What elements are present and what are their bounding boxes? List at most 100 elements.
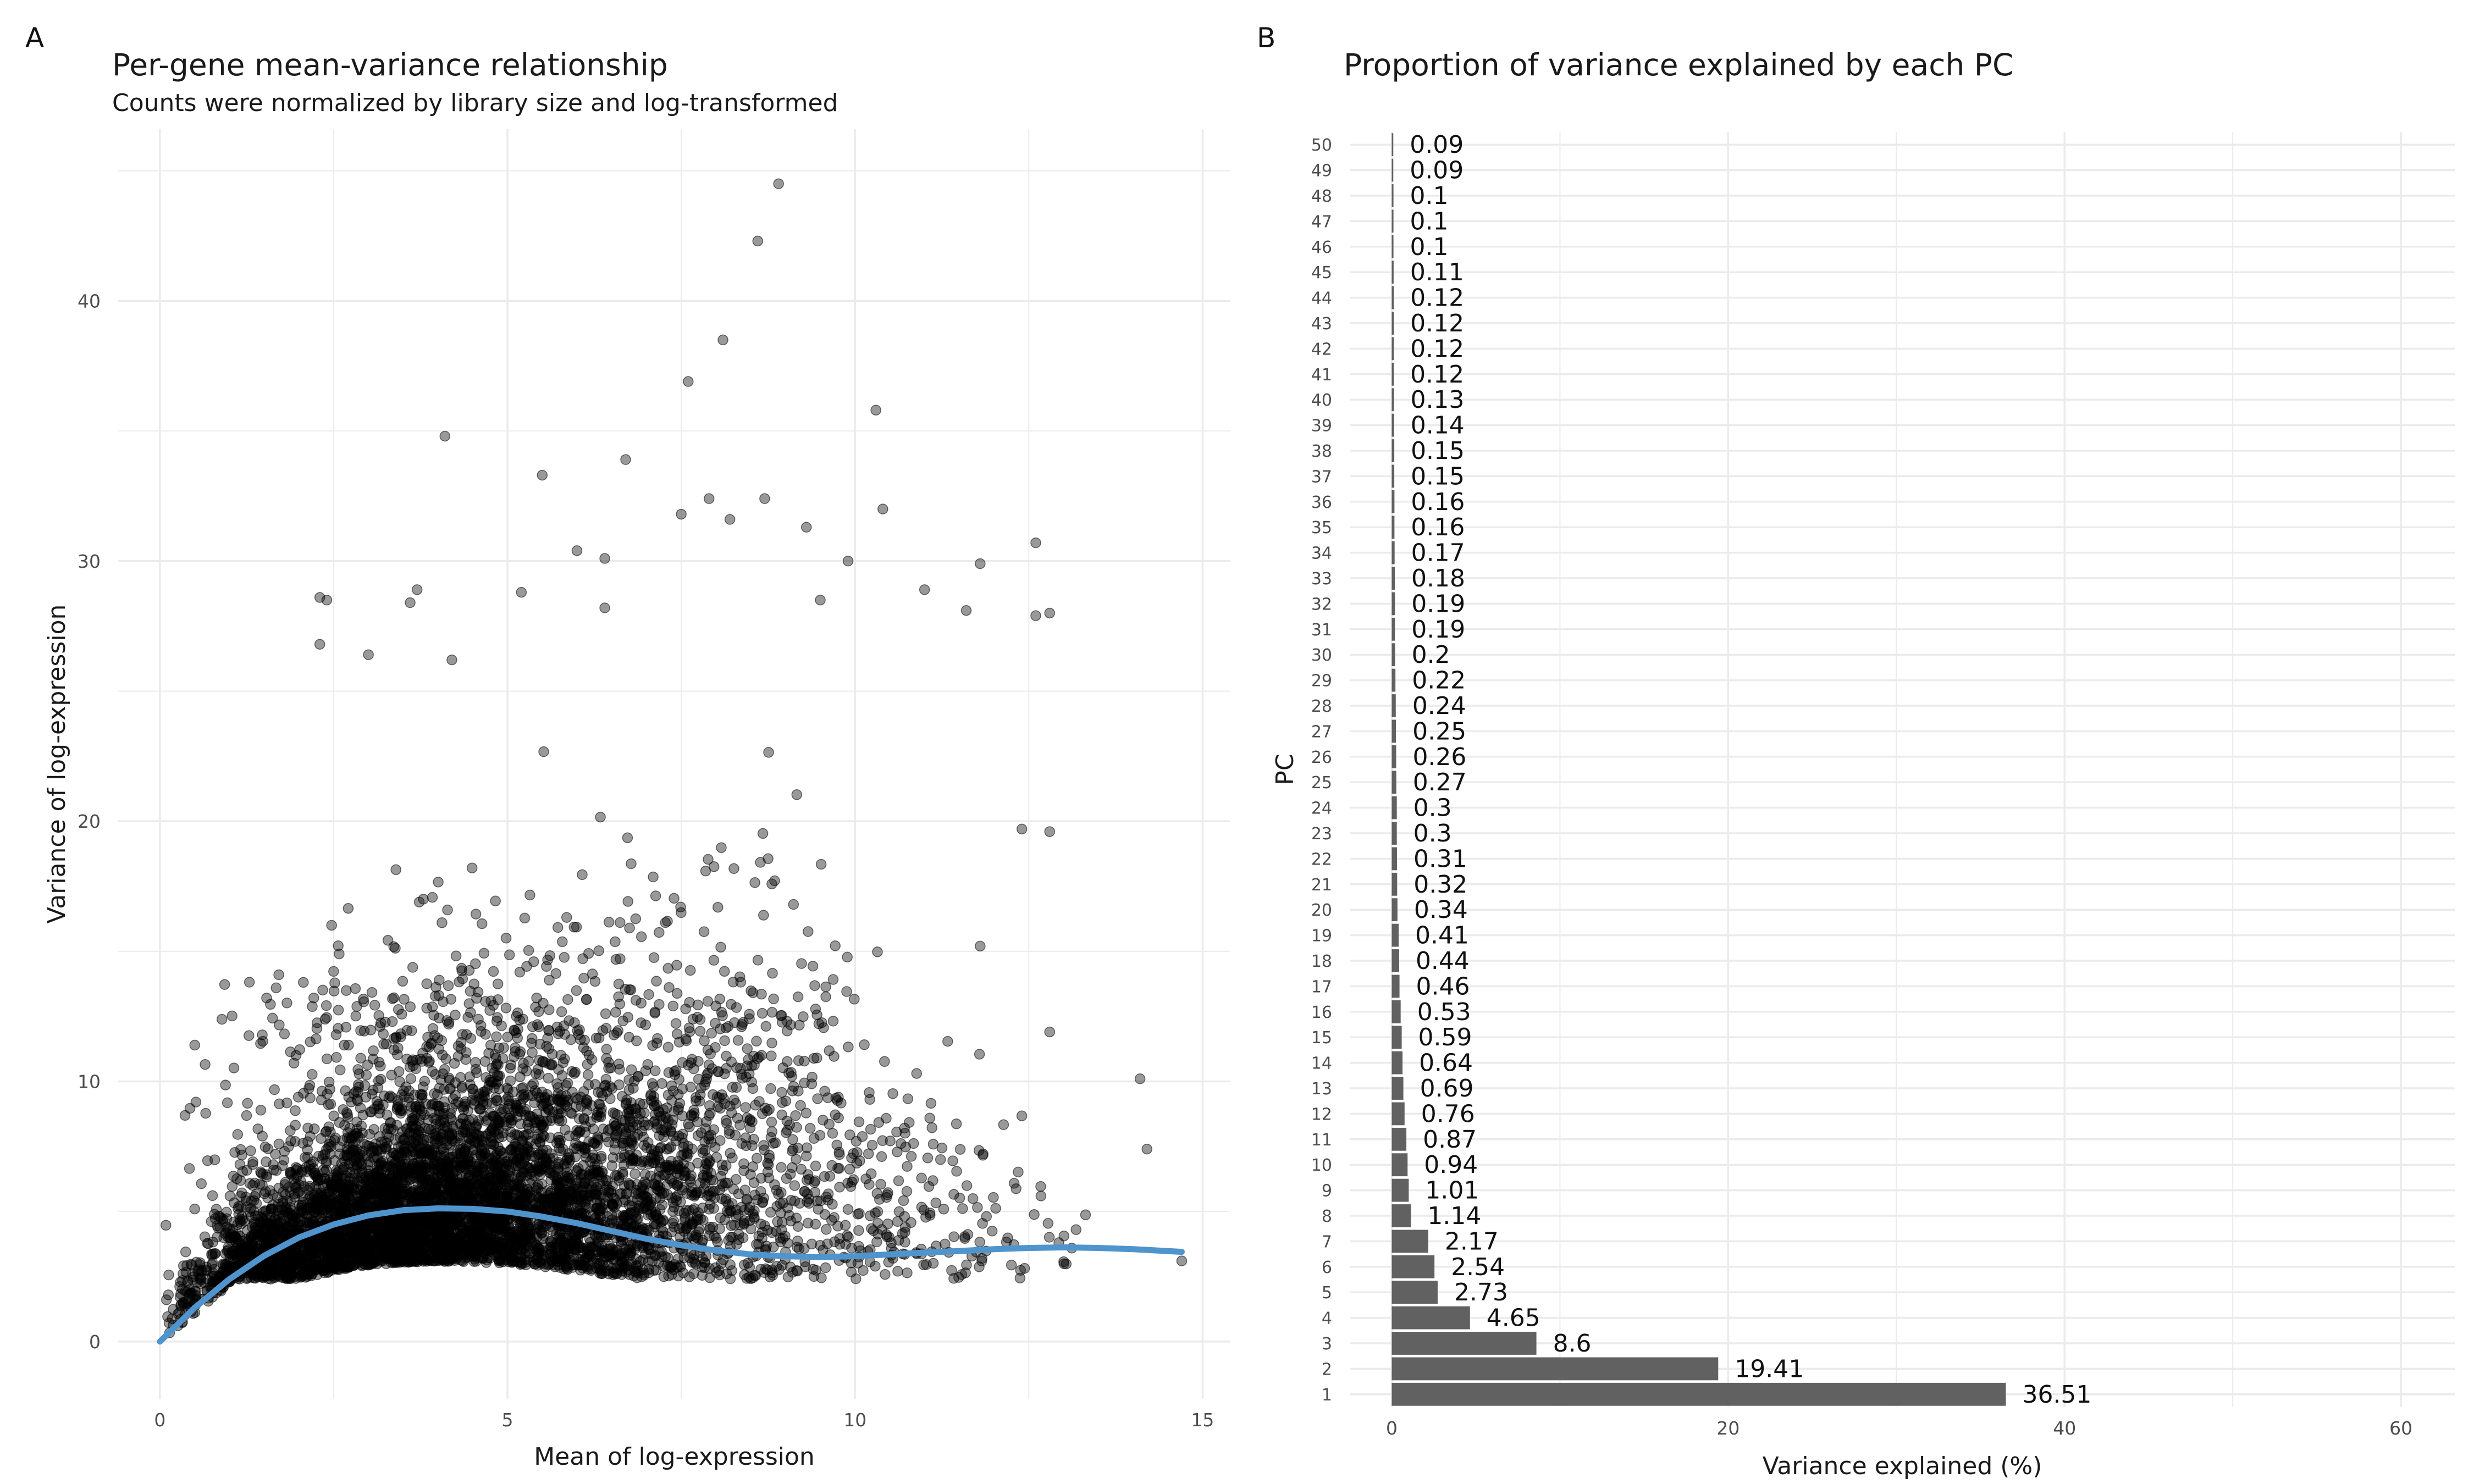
gene-point (1013, 1166, 1024, 1178)
gene-point (222, 1097, 233, 1109)
gene-point (726, 999, 737, 1010)
gene-point (731, 1082, 742, 1093)
gene-point (390, 943, 401, 954)
gene-point (780, 1095, 792, 1107)
gene-point (782, 1125, 793, 1136)
gene-point (684, 1271, 695, 1282)
gene-point (387, 993, 398, 1004)
gene-point (523, 945, 534, 956)
gene-point (590, 1033, 602, 1044)
gene-point (787, 1134, 798, 1145)
gene-point (833, 1147, 844, 1158)
gene-point (471, 1067, 482, 1078)
gene-point (689, 1189, 701, 1200)
gene-point (798, 1011, 809, 1022)
gene-point (321, 1000, 332, 1011)
gene-point (766, 1126, 778, 1137)
gene-point (1061, 1258, 1072, 1270)
gene-point (521, 961, 532, 972)
gene-point (827, 974, 839, 985)
gene-point (921, 1259, 932, 1270)
gene-points (161, 178, 1188, 1338)
gene-point (708, 955, 720, 966)
gene-point (556, 1070, 568, 1081)
gene-point (905, 1151, 917, 1162)
gene-point (829, 1051, 840, 1062)
gene-point (656, 1078, 667, 1089)
gene-point (413, 896, 425, 907)
gene-point (516, 1171, 527, 1182)
gene-point (721, 1063, 732, 1074)
gene-point (887, 1088, 898, 1099)
gene-point (556, 1006, 567, 1017)
gene-point (767, 968, 778, 979)
gene-point (450, 950, 462, 962)
gene-point (433, 1012, 445, 1023)
gene-point (879, 1056, 890, 1067)
gene-point (378, 1039, 389, 1050)
gene-point (803, 926, 814, 937)
gene-point (427, 1066, 438, 1077)
gene-point (972, 1202, 983, 1213)
gene-point (615, 917, 626, 928)
gene-point (350, 1010, 361, 1022)
gene-point (1014, 1272, 1026, 1284)
gene-point (820, 981, 831, 993)
gene-point (557, 936, 568, 948)
gene-point (841, 986, 852, 997)
gene-point (552, 922, 564, 933)
gene-point (719, 966, 730, 977)
gene-point (323, 1076, 335, 1088)
gene-point (371, 1096, 383, 1107)
gene-point (926, 1122, 937, 1133)
gene-point (766, 1007, 778, 1018)
gene-point (821, 1224, 832, 1235)
gene-point (493, 1042, 505, 1054)
gene-point (721, 1050, 732, 1062)
gene-point (747, 1161, 759, 1172)
gene-point (756, 1108, 768, 1120)
gene-point (472, 987, 484, 998)
panel-b-letter: B (1257, 22, 1276, 54)
gene-point (819, 1086, 830, 1097)
gene-point (656, 1246, 667, 1257)
gene-point (257, 1131, 268, 1142)
gene-point (729, 1220, 740, 1231)
gene-point (860, 1173, 871, 1184)
gene-point (857, 1131, 868, 1142)
gene-point (430, 990, 441, 1002)
gene-point (880, 1269, 891, 1280)
gene-point (457, 973, 468, 984)
gene-point (435, 1074, 446, 1086)
gene-point (710, 1018, 721, 1029)
gene-point (810, 1160, 821, 1172)
gene-point (440, 1053, 451, 1065)
gene-point (369, 1000, 380, 1011)
gene-point (742, 1060, 753, 1071)
gene-point (443, 1017, 455, 1028)
gene-point (232, 1129, 244, 1140)
gene-point (865, 1210, 876, 1221)
gene-point (802, 1217, 814, 1229)
gene-point (727, 1082, 738, 1093)
gene-point (626, 858, 637, 870)
gene-point (334, 1064, 346, 1076)
gene-point (736, 1138, 747, 1149)
gene-point (858, 1265, 869, 1276)
gene-point (532, 1019, 543, 1030)
gene-point (614, 1064, 625, 1075)
gene-point (443, 980, 454, 992)
gene-point (714, 1184, 725, 1195)
gene-point (161, 1220, 172, 1231)
y-tick-label: 30 (78, 551, 101, 572)
gene-point (1008, 1178, 1020, 1189)
gene-point (807, 961, 819, 972)
gene-point (196, 1178, 207, 1189)
gene-point (600, 1023, 612, 1034)
gene-point (623, 1032, 634, 1043)
gene-point (947, 1155, 958, 1166)
gene-point (953, 1272, 964, 1283)
gene-point (343, 1039, 354, 1051)
gene-point (671, 988, 683, 999)
gene-point (593, 1032, 605, 1044)
